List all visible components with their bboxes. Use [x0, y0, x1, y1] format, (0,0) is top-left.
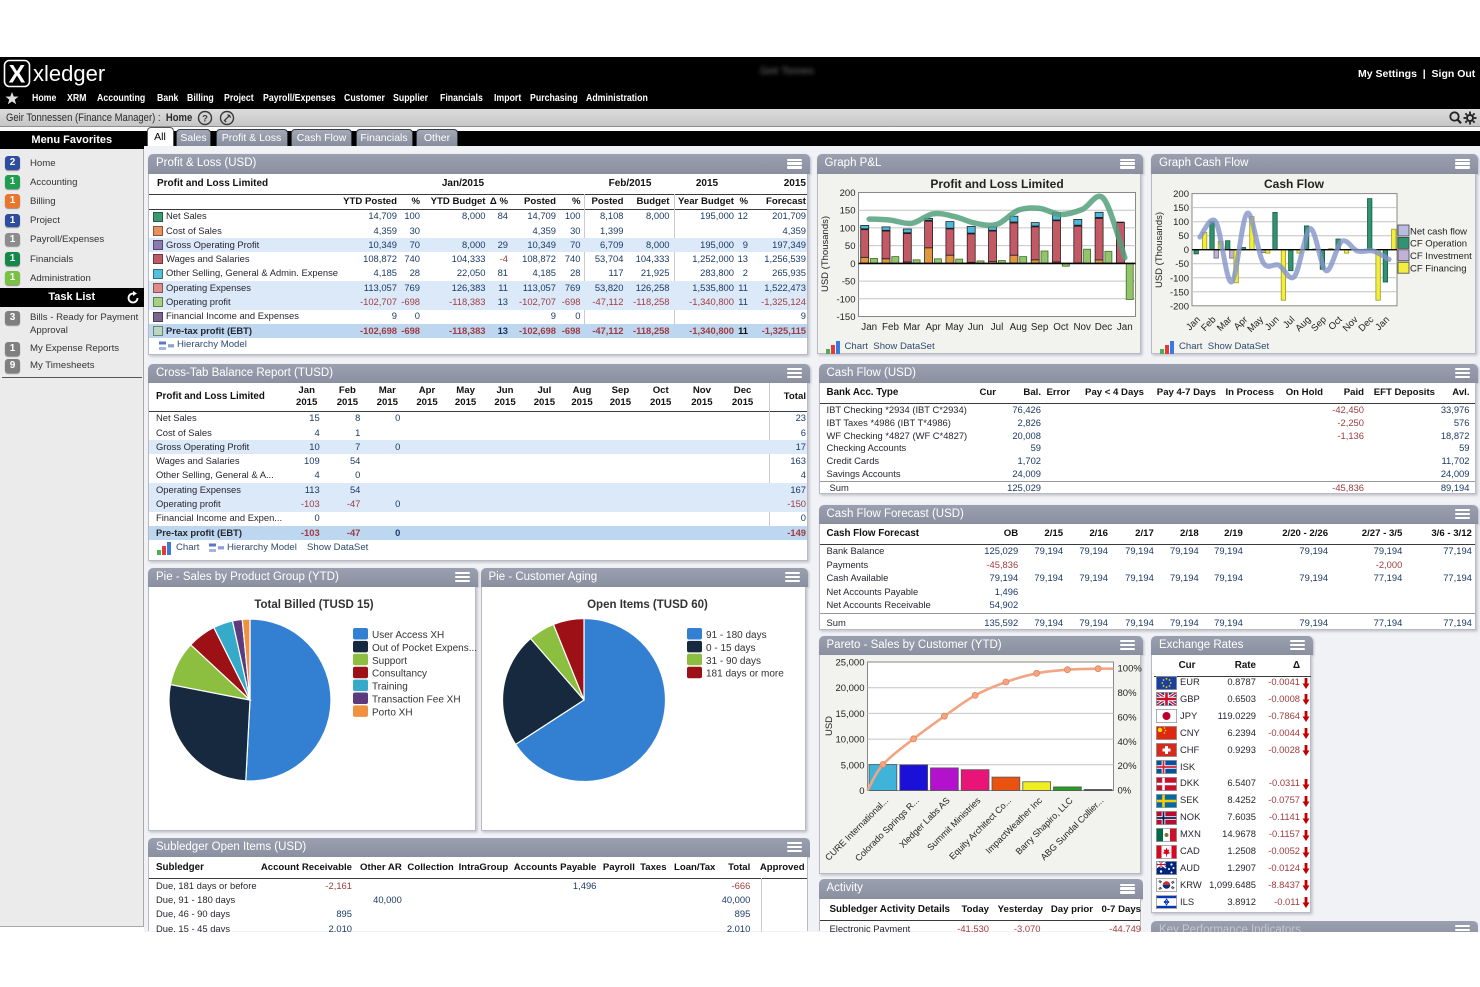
- svg-text:150: 150: [1173, 203, 1189, 214]
- svg-text:-150: -150: [1170, 287, 1189, 298]
- svg-text:CF Operation: CF Operation: [1410, 238, 1467, 249]
- svg-text:Profit and Loss Limited: Profit and Loss Limited: [930, 177, 1063, 191]
- svg-text:Dec: Dec: [1094, 322, 1112, 333]
- svg-text:xledger: xledger: [33, 61, 105, 86]
- svg-text:Transaction Fee XH: Transaction Fee XH: [372, 695, 461, 706]
- svg-text:Apr: Apr: [925, 322, 941, 333]
- svg-text:Jan: Jan: [1116, 322, 1132, 333]
- svg-text:ImpactWeather Inc: ImpactWeather Inc: [983, 795, 1044, 856]
- svg-text:91 - 180 days: 91 - 180 days: [706, 630, 767, 641]
- svg-text:Training: Training: [372, 682, 408, 693]
- svg-text:20,000: 20,000: [835, 683, 864, 694]
- svg-text:Support: Support: [372, 656, 407, 667]
- svg-text:User Access XH: User Access XH: [372, 630, 444, 641]
- svg-text:-150: -150: [836, 312, 855, 323]
- svg-text:Summit Ministries: Summit Ministries: [925, 795, 983, 853]
- svg-text:Consultancy: Consultancy: [372, 669, 427, 680]
- svg-text:Jun: Jun: [967, 322, 983, 333]
- svg-text:Out of Pocket Expens...: Out of Pocket Expens...: [372, 643, 477, 654]
- svg-text:-200: -200: [1170, 301, 1189, 312]
- svg-text:Oct: Oct: [1326, 314, 1344, 332]
- svg-text:100: 100: [1173, 217, 1189, 228]
- svg-text:Oct: Oct: [1053, 322, 1069, 333]
- svg-text:USD (Thousands): USD (Thousands): [1154, 211, 1165, 287]
- svg-text:80%: 80%: [1117, 688, 1137, 699]
- svg-text:0: 0: [859, 786, 864, 797]
- svg-text:Nov: Nov: [1073, 322, 1091, 333]
- svg-text:181 days or more: 181 days or more: [706, 669, 784, 680]
- svg-text:Jan: Jan: [861, 322, 877, 333]
- svg-text:Barry Shapiro, LLC: Barry Shapiro, LLC: [1013, 795, 1075, 857]
- svg-text:Jan: Jan: [1373, 314, 1392, 333]
- svg-text:Porto XH: Porto XH: [372, 707, 413, 718]
- svg-text:200: 200: [1173, 189, 1189, 200]
- svg-text:USD: USD: [824, 716, 835, 736]
- svg-text:-100: -100: [1170, 273, 1189, 284]
- svg-text:Net cash flow: Net cash flow: [1410, 226, 1467, 237]
- svg-text:May: May: [945, 322, 964, 333]
- svg-text:0 - 15 days: 0 - 15 days: [706, 643, 755, 654]
- svg-text:60%: 60%: [1117, 712, 1137, 723]
- svg-text:ABG Sundal Collier...: ABG Sundal Collier...: [1038, 795, 1105, 862]
- svg-text:-100: -100: [836, 294, 855, 305]
- svg-text:USD (Thousands): USD (Thousands): [820, 215, 831, 291]
- svg-text:Jun: Jun: [1263, 314, 1282, 333]
- svg-text:-50: -50: [1175, 259, 1189, 270]
- svg-text:0%: 0%: [1117, 786, 1131, 797]
- svg-text:Mar: Mar: [903, 322, 921, 333]
- svg-text:0: 0: [1184, 245, 1189, 256]
- svg-text:Feb: Feb: [882, 322, 899, 333]
- svg-text:50: 50: [844, 241, 855, 252]
- svg-text:200: 200: [839, 188, 855, 199]
- svg-text:31 - 90 days: 31 - 90 days: [706, 656, 761, 667]
- svg-text:Jul: Jul: [990, 322, 1003, 333]
- svg-text:Sep: Sep: [1030, 322, 1048, 333]
- svg-text:100%: 100%: [1117, 664, 1142, 675]
- svg-text:Cash Flow: Cash Flow: [1264, 177, 1325, 191]
- svg-text:15,000: 15,000: [835, 709, 864, 720]
- svg-text:25,000: 25,000: [835, 658, 864, 669]
- svg-text:CF Financing: CF Financing: [1410, 263, 1467, 274]
- svg-text:Aug: Aug: [1009, 322, 1026, 333]
- svg-text:?: ?: [202, 113, 208, 124]
- svg-text:150: 150: [839, 205, 855, 216]
- svg-text:X: X: [9, 61, 26, 89]
- svg-text:10,000: 10,000: [835, 735, 864, 746]
- svg-text:20%: 20%: [1117, 761, 1137, 772]
- svg-text:-50: -50: [841, 276, 855, 287]
- svg-text:5,000: 5,000: [840, 760, 864, 771]
- svg-text:100: 100: [839, 223, 855, 234]
- svg-text:50: 50: [1178, 231, 1189, 242]
- svg-text:CF Investment: CF Investment: [1410, 251, 1472, 262]
- svg-text:0: 0: [850, 258, 855, 269]
- svg-text:Jan: Jan: [1184, 314, 1203, 333]
- svg-text:40%: 40%: [1117, 737, 1137, 748]
